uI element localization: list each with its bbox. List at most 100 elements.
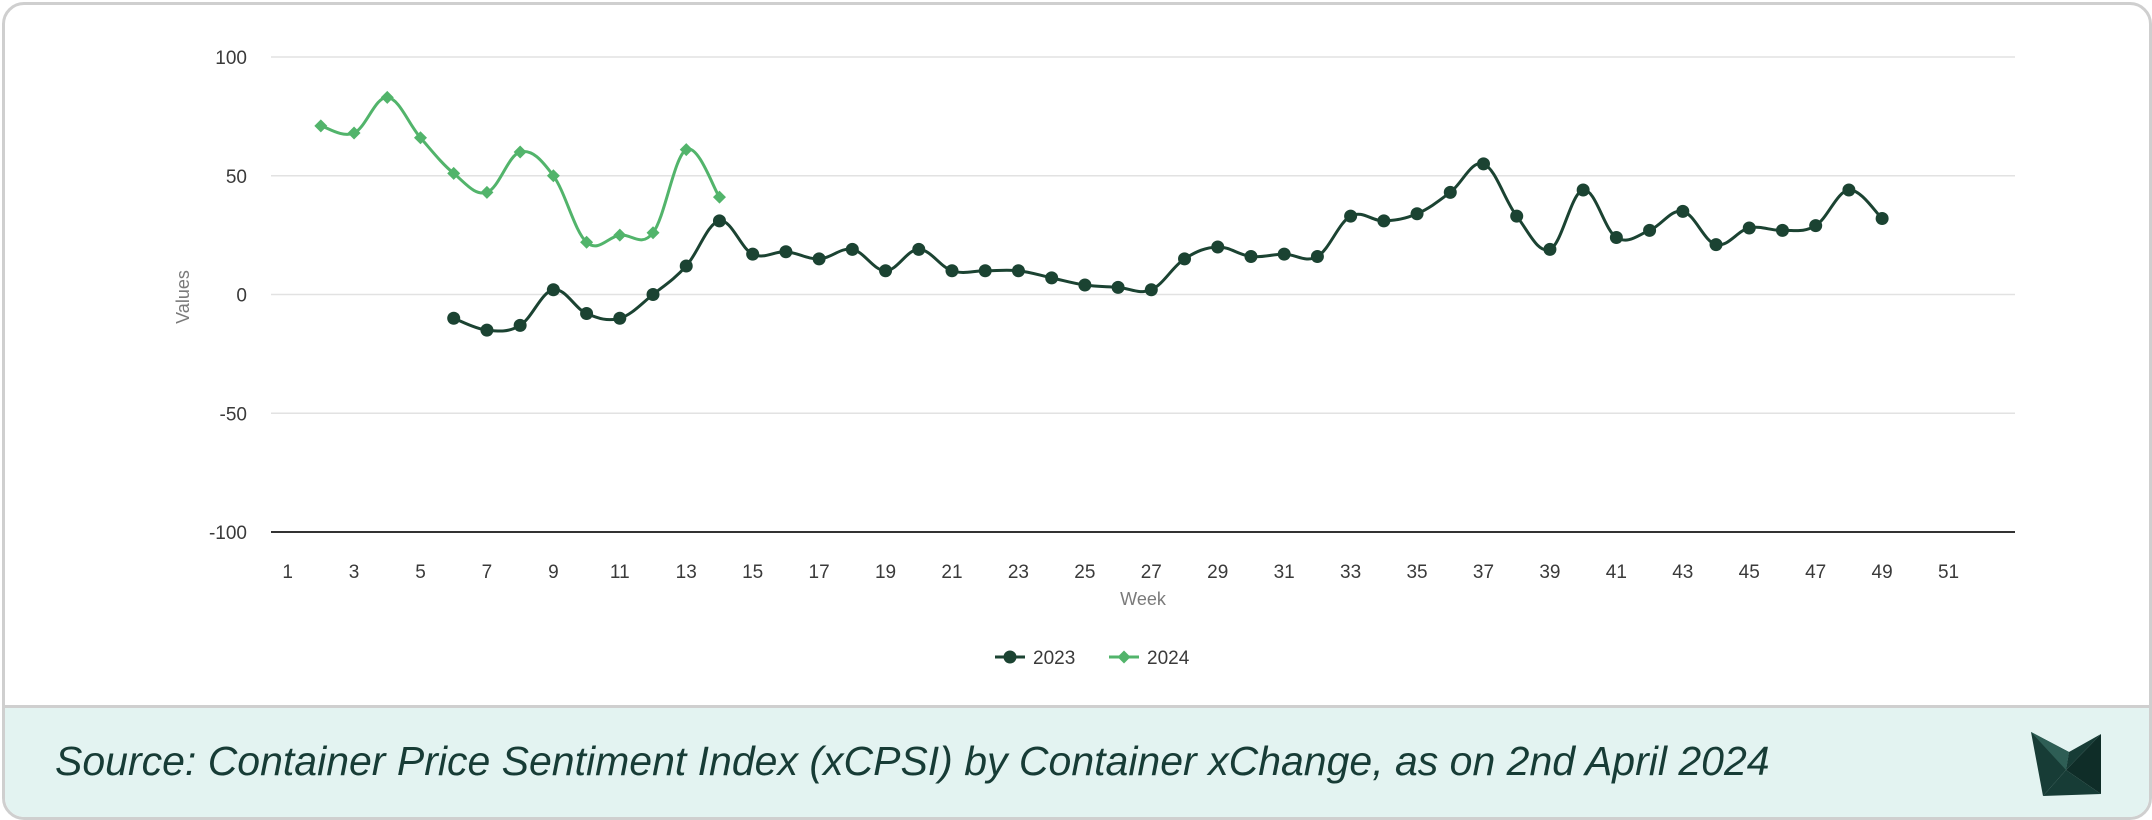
- x-tick-label: 3: [349, 562, 360, 583]
- data-point[interactable]: [1277, 247, 1291, 261]
- data-point[interactable]: [1443, 185, 1457, 199]
- x-tick-label: 49: [1872, 562, 1893, 583]
- data-point[interactable]: [314, 119, 328, 133]
- data-point[interactable]: [513, 145, 527, 159]
- data-point[interactable]: [1510, 209, 1524, 223]
- data-point[interactable]: [1377, 214, 1391, 228]
- x-tick-label: 23: [1008, 562, 1029, 583]
- data-point[interactable]: [613, 311, 627, 325]
- data-point[interactable]: [580, 307, 594, 320]
- data-point[interactable]: [1144, 283, 1158, 297]
- data-point[interactable]: [1543, 242, 1557, 256]
- x-tick-label: 7: [482, 562, 493, 583]
- data-point[interactable]: [447, 166, 461, 180]
- data-point[interactable]: [1775, 223, 1789, 237]
- data-point[interactable]: [1410, 207, 1424, 221]
- grid-lines: [271, 56, 2015, 533]
- x-tick-label: 31: [1274, 562, 1295, 583]
- x-tick-label: 17: [809, 562, 830, 583]
- data-point[interactable]: [1842, 183, 1856, 197]
- legend-marker[interactable]: [1117, 650, 1131, 664]
- x-tick-label: 19: [875, 562, 896, 583]
- data-point[interactable]: [978, 264, 992, 278]
- source-footer: Source: Container Price Sentiment Index …: [5, 705, 2149, 817]
- data-point[interactable]: [1078, 278, 1092, 292]
- x-axis-ticks: 1 3 5 7 9 11 13 15 17 19 21 23 25 27 29 31 33 35 37 39 41 43 4…: [282, 562, 1959, 583]
- source-text: Source: Container Price Sentiment Index …: [55, 738, 1770, 784]
- data-point[interactable]: [1809, 219, 1823, 233]
- data-point[interactable]: [812, 252, 826, 266]
- data-point[interactable]: [447, 311, 461, 325]
- data-point[interactable]: [879, 264, 893, 278]
- data-point[interactable]: [513, 318, 527, 332]
- data-point[interactable]: [546, 169, 560, 183]
- legend-item-2023[interactable]: 2023: [995, 648, 1075, 669]
- x-tick-label: 11: [610, 562, 630, 583]
- x-tick-label: 15: [742, 562, 763, 583]
- series-layer: [314, 90, 1889, 337]
- x-tick-label: 35: [1406, 562, 1427, 583]
- data-point[interactable]: [580, 235, 594, 249]
- y-tick-label: 100: [215, 48, 247, 69]
- data-point[interactable]: [480, 185, 494, 199]
- data-point[interactable]: [1310, 250, 1324, 263]
- x-tick-label: 25: [1074, 562, 1095, 583]
- data-point[interactable]: [413, 131, 427, 145]
- data-point[interactable]: [945, 264, 959, 278]
- data-point[interactable]: [746, 247, 760, 261]
- y-tick-label: 0: [236, 286, 247, 307]
- data-point[interactable]: [1875, 212, 1889, 225]
- data-point[interactable]: [1676, 204, 1690, 218]
- data-point[interactable]: [1344, 209, 1358, 223]
- y-tick-label: -50: [220, 404, 247, 425]
- y-axis-title: Values: [173, 270, 193, 324]
- data-point[interactable]: [546, 283, 560, 297]
- data-point[interactable]: [779, 245, 793, 259]
- legend-marker[interactable]: [1003, 650, 1017, 664]
- series-2024: [314, 90, 726, 249]
- x-tick-label: 13: [676, 562, 697, 583]
- series-2023: [447, 157, 1889, 337]
- data-point[interactable]: [646, 226, 660, 240]
- data-point[interactable]: [613, 228, 627, 242]
- data-point[interactable]: [1643, 223, 1657, 237]
- x-tick-label: 9: [548, 562, 559, 583]
- data-point[interactable]: [1178, 252, 1192, 266]
- data-point[interactable]: [1709, 238, 1723, 252]
- x-tick-label: 43: [1672, 562, 1693, 583]
- x-tick-label: 37: [1473, 562, 1494, 583]
- data-point[interactable]: [1609, 231, 1623, 244]
- legend[interactable]: 2023 2024: [995, 648, 1190, 669]
- data-point[interactable]: [679, 143, 693, 157]
- x-tick-label: 33: [1340, 562, 1361, 583]
- container-xchange-logo-icon: [2031, 732, 2101, 796]
- legend-label: 2023: [1033, 648, 1075, 669]
- y-axis-ticks: 100 50 0 -50 -100: [209, 48, 247, 544]
- data-point[interactable]: [480, 323, 494, 337]
- data-point[interactable]: [1742, 221, 1756, 235]
- data-point[interactable]: [1111, 280, 1125, 294]
- x-tick-label: 21: [941, 562, 962, 583]
- data-point[interactable]: [347, 126, 361, 140]
- data-point[interactable]: [712, 190, 726, 204]
- data-point[interactable]: [1211, 240, 1225, 254]
- data-point[interactable]: [912, 242, 926, 256]
- data-point[interactable]: [845, 242, 859, 256]
- x-tick-label: 29: [1207, 562, 1228, 583]
- data-point[interactable]: [1011, 264, 1025, 278]
- x-tick-label: 39: [1539, 562, 1560, 583]
- data-point[interactable]: [1576, 183, 1590, 197]
- data-point[interactable]: [646, 288, 660, 301]
- legend-item-2024[interactable]: 2024: [1109, 648, 1190, 669]
- data-point[interactable]: [712, 214, 726, 228]
- data-point[interactable]: [679, 259, 693, 273]
- data-point[interactable]: [1045, 271, 1059, 285]
- data-point[interactable]: [380, 90, 394, 104]
- x-tick-label: 41: [1606, 562, 1627, 583]
- series-line: [320, 95, 721, 248]
- x-tick-label: 51: [1938, 562, 1959, 583]
- data-point[interactable]: [1244, 250, 1258, 263]
- data-point[interactable]: [1476, 157, 1490, 171]
